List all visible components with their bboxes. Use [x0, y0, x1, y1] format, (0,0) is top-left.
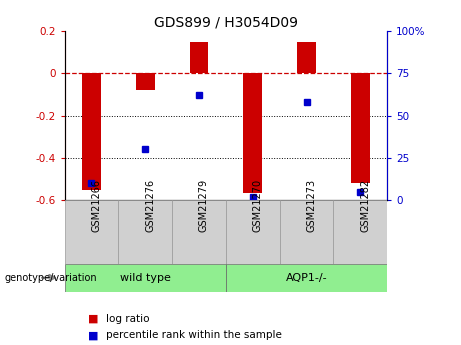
Text: AQP1-/-: AQP1-/- [286, 273, 327, 283]
Text: genotype/variation: genotype/variation [5, 273, 97, 283]
Title: GDS899 / H3054D09: GDS899 / H3054D09 [154, 16, 298, 30]
Text: GSM21270: GSM21270 [253, 179, 263, 232]
Bar [65, 200, 118, 264]
Text: percentile rank within the sample: percentile rank within the sample [106, 331, 282, 340]
Bar [333, 200, 387, 264]
Bar [297, 42, 316, 73]
Text: GSM21266: GSM21266 [91, 179, 101, 232]
Bar [65, 264, 226, 292]
Text: GSM21273: GSM21273 [307, 179, 317, 232]
Bar [118, 200, 172, 264]
Bar [82, 73, 101, 189]
Bar [243, 73, 262, 193]
Bar [172, 200, 226, 264]
Bar [351, 73, 370, 183]
Text: wild type: wild type [120, 273, 171, 283]
Text: ■: ■ [88, 331, 98, 340]
Bar [136, 73, 154, 90]
Text: log ratio: log ratio [106, 314, 149, 324]
Text: GSM21282: GSM21282 [361, 179, 370, 232]
Text: GSM21279: GSM21279 [199, 179, 209, 232]
Text: ■: ■ [88, 314, 98, 324]
Bar [189, 42, 208, 73]
Bar [226, 200, 280, 264]
Text: GSM21276: GSM21276 [145, 179, 155, 232]
Bar [280, 200, 333, 264]
Bar [226, 264, 387, 292]
